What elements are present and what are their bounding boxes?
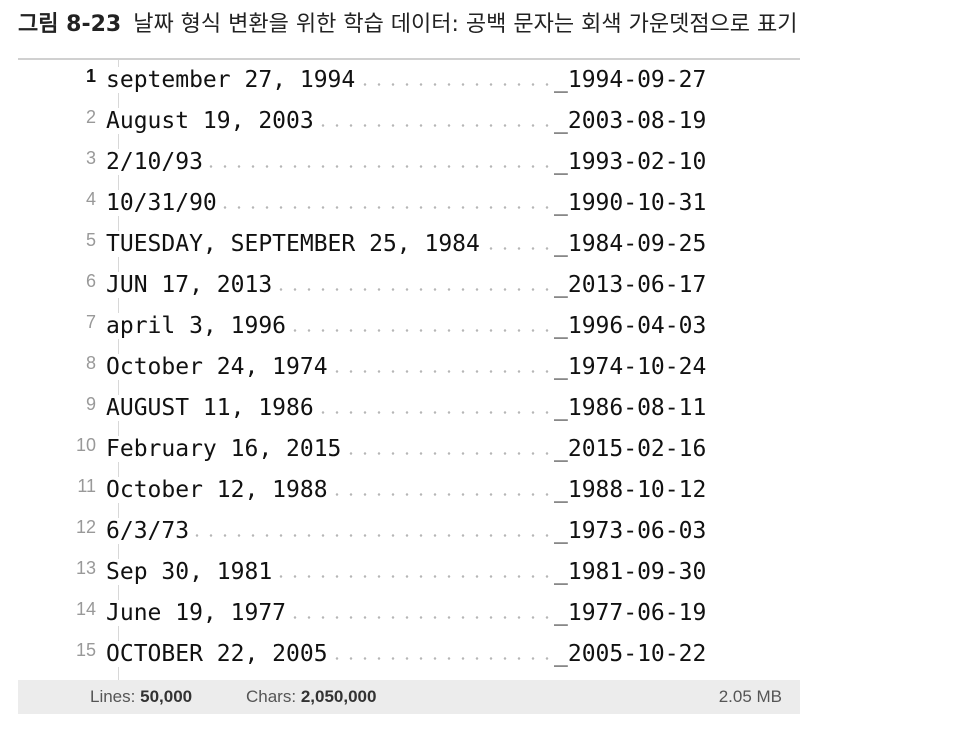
editor-line[interactable]: 5 TUESDAY, SEPTEMBER 25, 1984 _1984-09-2… [18,224,800,265]
line-number: 6 [85,271,96,291]
line-number: 9 [85,394,96,414]
figure-title: 날짜 형식 변환을 위한 학습 데이터: 공백 문자는 회색 가운뎃점으로 표기 [133,12,798,37]
target-date-text: _2015-02-16 [554,436,707,462]
source-date-text: TUESDAY, SEPTEMBER 25, 1984 [106,228,552,260]
source-date-text: 2/10/93 [106,146,552,178]
line-number: 10 [75,435,96,455]
file-size: 2.05 MB [718,687,782,706]
source-date-text: October 24, 1974 [106,351,552,383]
source-date-text: OCTOBER 22, 2005 [106,638,552,670]
target-date-text: _1974-10-24 [554,354,707,380]
source-date-text: 10/31/90 [106,187,552,219]
line-number: 15 [75,640,96,660]
editor-line[interactable]: 7 april 3, 1996 _1996-04-03 [18,306,800,347]
source-date-text: October 12, 1988 [106,474,552,506]
editor-line[interactable]: 6 JUN 17, 2013 _2013-06-17 [18,265,800,306]
line-number: 14 [75,599,96,619]
source-date-text: AUGUST 11, 1986 [106,392,552,424]
line-number: 3 [85,148,96,168]
source-date-text: 6/3/73 [106,515,552,547]
line-number: 13 [75,558,96,578]
line-count: Lines: 50,000 [90,687,193,706]
target-date-text: _1973-06-03 [554,518,707,544]
editor-line[interactable]: 14 June 19, 1977 _1977-06-19 [18,593,800,634]
char-count: Chars: 2,050,000 [246,687,377,706]
editor-line[interactable]: 3 2/10/93 _1993-02-10 [18,142,800,183]
source-date-text: June 19, 1977 [106,597,552,629]
target-date-text: _1984-09-25 [554,231,707,257]
target-date-text: _1996-04-03 [554,313,707,339]
line-number: 8 [85,353,96,373]
source-date-text: August 19, 2003 [106,105,552,137]
editor-line[interactable]: 4 10/31/90 _1990-10-31 [18,183,800,224]
target-date-text: _2013-06-17 [554,272,707,298]
text-editor[interactable]: 1 september 27, 1994 _1994-09-27 2 Augus… [18,58,800,714]
editor-line[interactable]: 13 Sep 30, 1981 _1981-09-30 [18,552,800,593]
target-date-text: _1993-02-10 [554,149,707,175]
line-number: 7 [85,312,96,332]
target-date-text: _1981-09-30 [554,559,707,585]
source-date-text: september 27, 1994 [106,64,552,96]
editor-line[interactable]: 8 October 24, 1974 _1974-10-24 [18,347,800,388]
line-number-gutter [18,60,119,680]
line-number: 1 [85,66,96,86]
source-date-text: JUN 17, 2013 [106,269,552,301]
line-number: 5 [85,230,96,250]
source-date-text: Sep 30, 1981 [106,556,552,588]
figure-number: 그림 8-23 [18,12,122,37]
target-date-text: _2005-10-22 [554,641,707,667]
line-number: 4 [85,189,96,209]
target-date-text: _1994-09-27 [554,67,707,93]
editor-line[interactable]: 10 February 16, 2015 _2015-02-16 [18,429,800,470]
target-date-text: _1988-10-12 [554,477,707,503]
figure-caption: 그림 8-23 날짜 형식 변환을 위한 학습 데이터: 공백 문자는 회색 가운… [18,8,798,42]
editor-line[interactable]: 12 6/3/73 _1973-06-03 [18,511,800,552]
editor-line[interactable]: 9 AUGUST 11, 1986 _1986-08-11 [18,388,800,429]
status-bar: Lines: 50,000 Chars: 2,050,000 2.05 MB [18,680,800,714]
source-date-text: april 3, 1996 [106,310,552,342]
line-number: 2 [85,107,96,127]
target-date-text: _1990-10-31 [554,190,707,216]
source-date-text: February 16, 2015 [106,433,552,465]
editor-line[interactable]: 1 september 27, 1994 _1994-09-27 [18,60,800,101]
target-date-text: _1986-08-11 [554,395,707,421]
line-number: 11 [77,476,96,496]
target-date-text: _2003-08-19 [554,108,707,134]
target-date-text: _1977-06-19 [554,600,707,626]
line-number: 12 [75,517,96,537]
editor-line[interactable]: 15 OCTOBER 22, 2005 _2005-10-22 [18,634,800,675]
editor-line[interactable]: 11 October 12, 1988 _1988-10-12 [18,470,800,511]
editor-line[interactable]: 2 August 19, 2003 _2003-08-19 [18,101,800,142]
